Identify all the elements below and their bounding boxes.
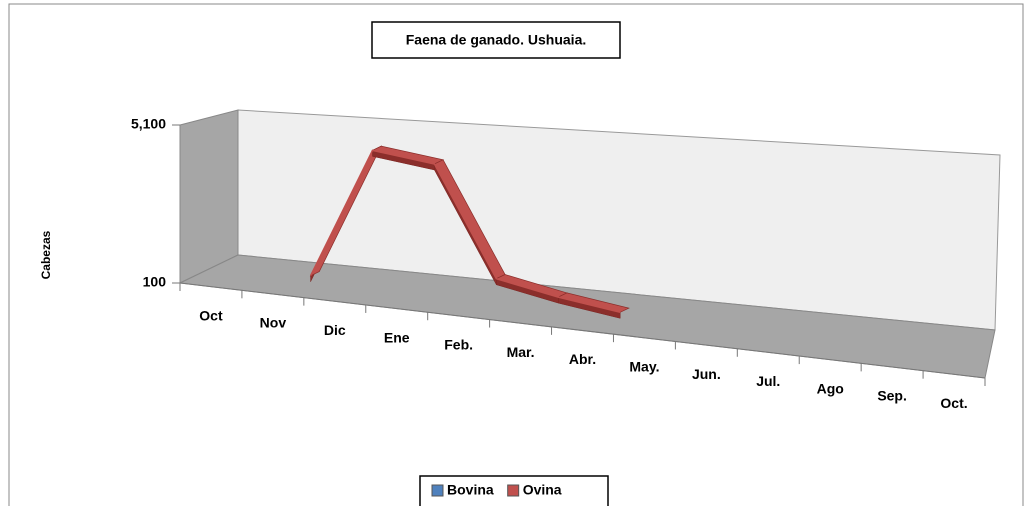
y-tick-label: 5,100 — [131, 116, 166, 132]
series-line — [309, 149, 621, 314]
legend-label: Bovina — [447, 482, 494, 498]
x-tick-label: Sep. — [877, 388, 907, 404]
legend-swatch — [431, 484, 444, 497]
x-tick-label: Oct — [199, 307, 223, 323]
x-tick-label: Feb. — [444, 337, 473, 353]
x-tick-label: Jul. — [756, 373, 780, 389]
x-tick-label: Ago — [817, 380, 844, 396]
x-tick-label: Ene — [384, 329, 410, 345]
x-axis — [179, 282, 986, 379]
title-box — [371, 21, 621, 59]
x-tick-label: May. — [629, 359, 659, 375]
side-wall — [179, 109, 239, 284]
y-axis-label: Cabezas — [39, 230, 53, 279]
x-tick-label: Nov — [260, 315, 287, 331]
legend: Bovina Ovina — [431, 482, 562, 498]
legend-label: Ovina — [523, 482, 562, 498]
x-tick-label: Abr. — [569, 351, 596, 367]
x-tick-label: Mar. — [507, 344, 535, 360]
y-tick-label: 100 — [143, 274, 167, 290]
x-tick-label: Jun. — [692, 366, 721, 382]
chart-title: Faena de ganado. Ushuaia. — [406, 32, 587, 48]
legend-swatch — [507, 484, 520, 497]
x-tick-label: Dic — [324, 322, 346, 338]
x-tick-label: Oct. — [940, 395, 967, 411]
